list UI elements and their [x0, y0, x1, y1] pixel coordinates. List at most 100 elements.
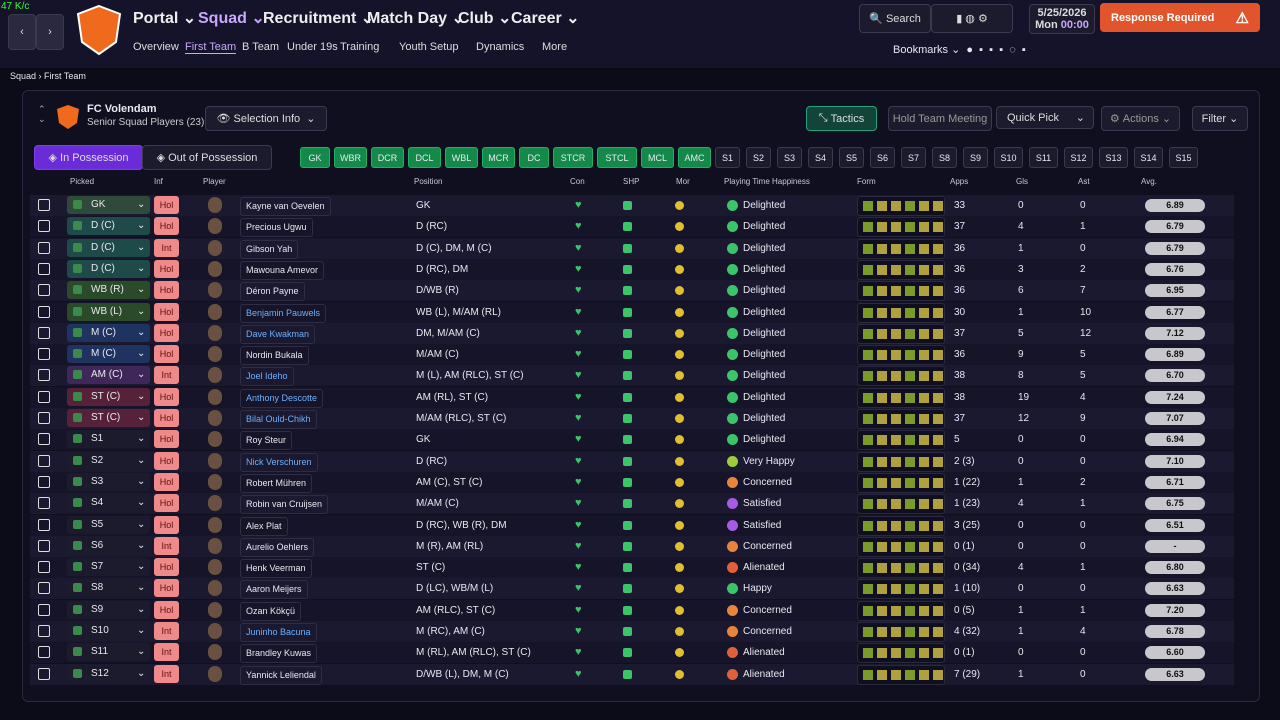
- player-name[interactable]: Ozan Kökçü: [240, 601, 302, 621]
- player-name[interactable]: Brandley Kuwas: [240, 644, 318, 664]
- position-chip[interactable]: STCL: [597, 147, 637, 168]
- bookmarks[interactable]: Bookmarks ⌄ ● ▪ ▪ ▪ ◌ ▪: [893, 44, 1026, 56]
- position-chip[interactable]: DCL: [408, 147, 441, 168]
- sub-chip[interactable]: S9: [963, 147, 988, 168]
- sub-chip[interactable]: S10: [994, 147, 1023, 168]
- position-chip[interactable]: DC: [519, 147, 549, 168]
- sub-chip[interactable]: S7: [901, 147, 926, 168]
- checkbox[interactable]: [38, 199, 50, 211]
- table-row[interactable]: D (C) ⌄ Hol Precious Ugwu D (RC) ♥ Delighted 37…: [30, 216, 1234, 238]
- position-chip[interactable]: STCR: [553, 147, 593, 168]
- column-header[interactable]: Avg.: [1141, 177, 1157, 186]
- player-name[interactable]: Kayne van Oevelen: [240, 197, 331, 216]
- player-name[interactable]: Henk Veerman: [240, 559, 312, 579]
- picked-select[interactable]: S11 ⌄: [67, 643, 150, 662]
- table-row[interactable]: WB (L) ⌄ Hol Benjamin Pauwels WB (L), M/AM (…: [30, 301, 1234, 323]
- position-chip[interactable]: GK: [300, 147, 330, 168]
- table-row[interactable]: WB (R) ⌄ Hol Déron Payne D/WB (R) ♥ Delighted 3…: [30, 280, 1234, 302]
- checkbox[interactable]: [38, 646, 50, 659]
- column-header[interactable]: Picked: [70, 177, 95, 186]
- menu-item[interactable]: Club ⌄: [458, 10, 512, 27]
- checkbox[interactable]: [38, 220, 50, 233]
- checkbox[interactable]: [38, 497, 50, 510]
- column-header[interactable]: Player: [203, 177, 226, 186]
- position-chip[interactable]: WBR: [334, 147, 367, 168]
- checkbox[interactable]: [38, 262, 50, 275]
- table-row[interactable]: S2 ⌄ Hol Nick Verschuren D (RC) ♥ Very Happy 2 …: [30, 450, 1234, 472]
- table-row[interactable]: S12 ⌄ Int Yannick Leliendal D/WB (L), DM, M …: [30, 663, 1234, 685]
- table-row[interactable]: D (C) ⌄ Hol Mawouna Amevor D (RC), DM ♥ Deligh…: [30, 258, 1234, 280]
- picked-select[interactable]: S2 ⌄: [67, 451, 150, 470]
- table-row[interactable]: ST (C) ⌄ Hol Anthony Descotte AM (RL), ST (C…: [30, 386, 1234, 408]
- player-name[interactable]: Nordin Bukala: [240, 346, 309, 366]
- player-name[interactable]: Yannick Leliendal: [240, 665, 322, 685]
- checkbox[interactable]: [38, 603, 50, 616]
- submenu-item[interactable]: Under 19s: [287, 41, 338, 53]
- picked-select[interactable]: M (C) ⌄: [67, 323, 150, 342]
- player-name[interactable]: Nick Verschuren: [240, 452, 318, 472]
- filter[interactable]: Filter ⌄: [1192, 106, 1248, 131]
- column-header[interactable]: Mor: [676, 177, 690, 186]
- submenu-item[interactable]: Training: [340, 41, 380, 53]
- sub-chip[interactable]: S11: [1029, 147, 1058, 168]
- picked-select[interactable]: WB (L) ⌄: [67, 302, 150, 321]
- submenu-item[interactable]: B Team: [242, 41, 280, 53]
- player-name[interactable]: Joel Ideho: [240, 367, 294, 387]
- picked-select[interactable]: ST (C) ⌄: [67, 409, 150, 427]
- checkbox[interactable]: [38, 454, 50, 467]
- menu-item[interactable]: Squad ⌄: [198, 10, 265, 27]
- date-box[interactable]: 5/25/2026 Mon 00:00: [1029, 4, 1095, 34]
- table-row[interactable]: S9 ⌄ Hol Ozan Kökçü AM (RLC), ST (C) ♥ Concern…: [30, 599, 1234, 621]
- forward[interactable]: ›: [36, 14, 64, 50]
- table-row[interactable]: S11 ⌄ Int Brandley Kuwas M (RL), AM (RLC), S…: [30, 642, 1234, 664]
- checkbox[interactable]: [38, 667, 50, 680]
- tactics[interactable]: ⤡ Tactics: [806, 106, 877, 131]
- checkbox[interactable]: [38, 348, 50, 361]
- menu-item[interactable]: Match Day ⌄: [367, 10, 465, 27]
- sub-chip[interactable]: S8: [932, 147, 957, 168]
- column-header[interactable]: Inf: [154, 177, 163, 186]
- sub-chip[interactable]: S6: [870, 147, 895, 168]
- picked-select[interactable]: D (C) ⌄: [67, 259, 150, 278]
- response-required[interactable]: Response Required ⚠: [1100, 3, 1260, 32]
- checkbox[interactable]: [38, 582, 50, 595]
- column-header[interactable]: Playing Time Happiness: [724, 177, 810, 186]
- table-row[interactable]: D (C) ⌄ Int Gibson Yah D (C), DM, M (C) ♥ Deli…: [30, 237, 1234, 259]
- sub-chip[interactable]: S15: [1169, 147, 1198, 168]
- picked-select[interactable]: S3 ⌄: [67, 472, 150, 491]
- checkbox[interactable]: [38, 561, 50, 574]
- submenu-item[interactable]: Dynamics: [476, 41, 525, 53]
- picked-select[interactable]: S4 ⌄: [67, 494, 150, 513]
- column-header[interactable]: Position: [414, 177, 443, 186]
- checkbox[interactable]: [38, 433, 50, 446]
- crumb[interactable]: Squad: [10, 71, 37, 81]
- position-chip[interactable]: MCL: [641, 147, 674, 168]
- position-chip[interactable]: AMC: [678, 147, 711, 168]
- picked-select[interactable]: S1 ⌄: [67, 430, 150, 449]
- quick-pick[interactable]: Quick Pick ⌄: [996, 106, 1094, 129]
- column-header[interactable]: Apps: [950, 177, 969, 186]
- checkbox[interactable]: [38, 625, 50, 637]
- picked-select[interactable]: S5 ⌄: [67, 515, 150, 534]
- player-name[interactable]: Déron Payne: [240, 282, 305, 302]
- checkbox[interactable]: [38, 475, 50, 488]
- sub-chip[interactable]: S14: [1134, 147, 1163, 168]
- table-row[interactable]: S10 ⌄ Int Juninho Bacuna M (RC), AM (C) ♥ Conc…: [30, 621, 1234, 642]
- picked-select[interactable]: M (C) ⌄: [67, 345, 150, 364]
- table-row[interactable]: S5 ⌄ Hol Alex Plat D (RC), WB (R), DM ♥ Satisf…: [30, 514, 1234, 536]
- table-row[interactable]: S7 ⌄ Hol Henk Veerman ST (C) ♥ Alienated 0 (34)…: [30, 557, 1234, 579]
- picked-select[interactable]: S8 ⌄: [67, 579, 150, 598]
- menu-item[interactable]: Portal ⌄: [133, 10, 197, 27]
- submenu-item[interactable]: More: [542, 41, 568, 53]
- picked-select[interactable]: S12 ⌄: [67, 664, 150, 683]
- submenu-item[interactable]: First Team: [185, 41, 237, 54]
- player-name[interactable]: Dave Kwakman: [240, 324, 316, 344]
- table-row[interactable]: S3 ⌄ Hol Robert Mühren AM (C), ST (C) ♥ Concer…: [30, 471, 1234, 493]
- table-row[interactable]: S8 ⌄ Hol Aaron Meijers D (LC), WB/M (L) ♥ Happ…: [30, 578, 1234, 600]
- table-row[interactable]: M (C) ⌄ Hol Dave Kwakman DM, M/AM (C) ♥ Deligh…: [30, 322, 1234, 344]
- checkbox[interactable]: [38, 539, 50, 552]
- picked-select[interactable]: D (C) ⌄: [67, 217, 150, 236]
- position-chip[interactable]: WBL: [445, 147, 478, 168]
- table-row[interactable]: ST (C) ⌄ Hol Bilal Ould-Chikh M/AM (RLC), ST…: [30, 408, 1234, 429]
- column-header[interactable]: Con: [570, 177, 585, 186]
